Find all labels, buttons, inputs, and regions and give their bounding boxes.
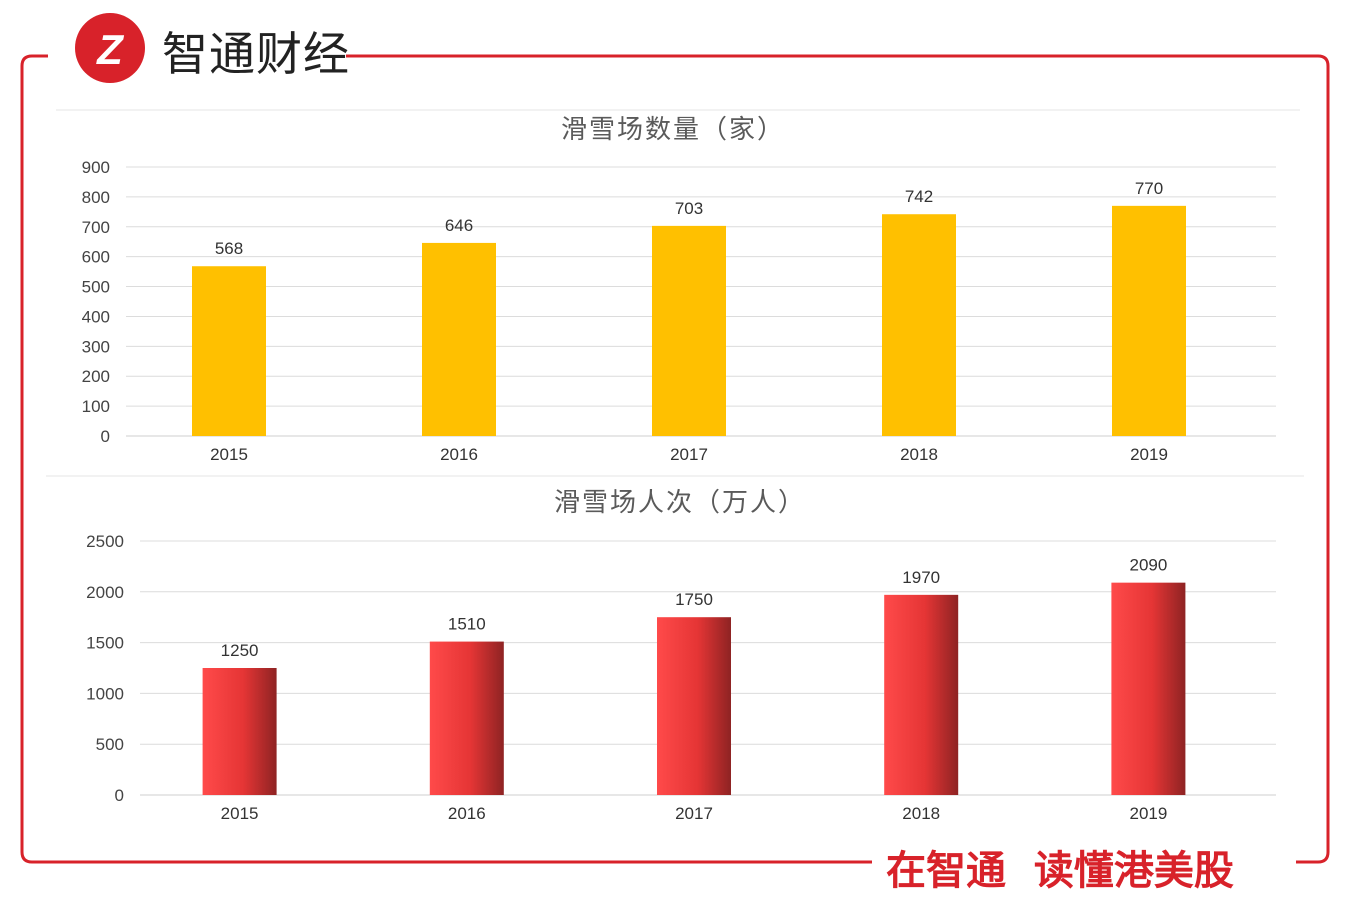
x-tick-label: 2015 — [221, 804, 259, 823]
bar — [1111, 582, 1186, 795]
bar — [202, 668, 277, 795]
bar — [192, 266, 266, 436]
x-tick-label: 2017 — [670, 445, 708, 464]
bar — [429, 641, 504, 795]
bar — [422, 242, 496, 436]
y-tick-label: 500 — [96, 735, 124, 754]
x-tick-label: 2018 — [900, 445, 938, 464]
y-tick-label: 2000 — [86, 583, 124, 602]
data-label: 742 — [905, 187, 933, 206]
data-label: 770 — [1135, 179, 1163, 198]
brand-slogan: 在智通 读懂港美股 — [886, 848, 1234, 894]
logo-icon: Z — [75, 13, 145, 83]
chart-ski-resort-count: 滑雪场数量（家） 0 100 200 300 400 500 600 700 800 900 568 2… — [46, 109, 1304, 477]
x-tick-label: 2019 — [1130, 445, 1168, 464]
chart-title: 滑雪场人次（万人） — [554, 487, 806, 517]
bar — [882, 214, 956, 436]
data-label: 703 — [675, 199, 703, 218]
bar — [1112, 205, 1186, 436]
data-label: 1250 — [221, 641, 259, 660]
data-label: 1750 — [675, 590, 713, 609]
x-tick-label: 2019 — [1129, 804, 1167, 823]
y-tick-label: 700 — [82, 218, 110, 237]
svg-text:Z: Z — [96, 26, 124, 73]
brand-name: 智通财经 — [162, 27, 350, 81]
y-tick-label: 300 — [82, 337, 110, 356]
y-tick-label: 0 — [101, 427, 110, 446]
x-tick-label: 2018 — [902, 804, 940, 823]
data-label: 646 — [445, 216, 473, 235]
x-tick-label: 2015 — [210, 445, 248, 464]
x-tick-label: 2016 — [448, 804, 486, 823]
data-label: 568 — [215, 239, 243, 258]
data-label: 2090 — [1129, 556, 1167, 575]
data-label: 1510 — [448, 615, 486, 634]
y-tick-label: 900 — [82, 158, 110, 177]
chart-ski-visits: 滑雪场人次（万人） 0 500 1000 1500 2000 2500 1250 2015 151… — [86, 487, 1276, 823]
y-tick-label: 1500 — [86, 634, 124, 653]
y-tick-label: 100 — [82, 397, 110, 416]
bar — [652, 225, 726, 436]
y-tick-label: 800 — [82, 188, 110, 207]
bar — [884, 594, 959, 795]
y-tick-label: 1000 — [86, 684, 124, 703]
x-tick-label: 2016 — [440, 445, 478, 464]
chart-title: 滑雪场数量（家） — [561, 114, 785, 144]
y-tick-label: 500 — [82, 278, 110, 297]
y-tick-label: 200 — [82, 367, 110, 386]
y-tick-label: 400 — [82, 307, 110, 326]
bar — [657, 617, 731, 795]
y-tick-label: 0 — [115, 786, 124, 805]
y-tick-label: 600 — [82, 248, 110, 267]
x-tick-label: 2017 — [675, 804, 713, 823]
y-tick-label: 2500 — [86, 532, 124, 551]
data-label: 1970 — [902, 568, 940, 587]
